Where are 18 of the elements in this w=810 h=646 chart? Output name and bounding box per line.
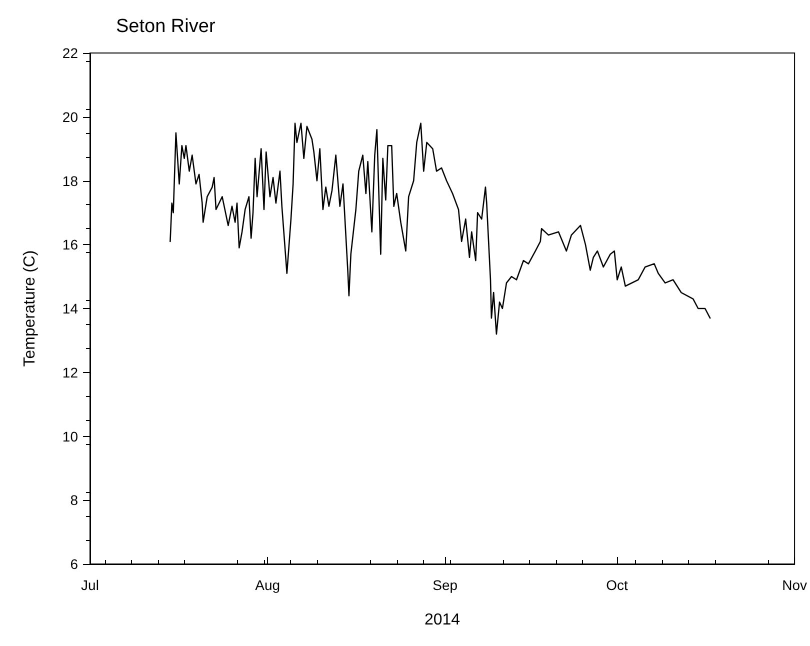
y-tick-label: 12 xyxy=(62,364,78,380)
y-tick-label: 6 xyxy=(70,556,78,572)
x-tick-label: Sep xyxy=(432,577,458,593)
x-axis-title: 2014 xyxy=(424,612,460,628)
y-axis-title: Temperature (C) xyxy=(22,250,38,367)
y-tick-label: 8 xyxy=(70,492,78,508)
y-tick-label: 18 xyxy=(62,172,78,189)
y-tick-label: 22 xyxy=(62,45,78,61)
line-series xyxy=(170,122,711,335)
y-tick-label: 16 xyxy=(62,236,78,253)
x-tick-label: Jul xyxy=(81,577,99,593)
x-tick-label: Aug xyxy=(255,577,280,593)
y-tick-label: 14 xyxy=(62,300,78,316)
x-tick-label: Nov xyxy=(782,577,808,593)
chart-title: Seton River xyxy=(116,16,216,37)
y-tick-label: 20 xyxy=(62,108,78,125)
x-tick-label: Oct xyxy=(606,577,628,593)
y-tick-label: 10 xyxy=(62,428,78,444)
